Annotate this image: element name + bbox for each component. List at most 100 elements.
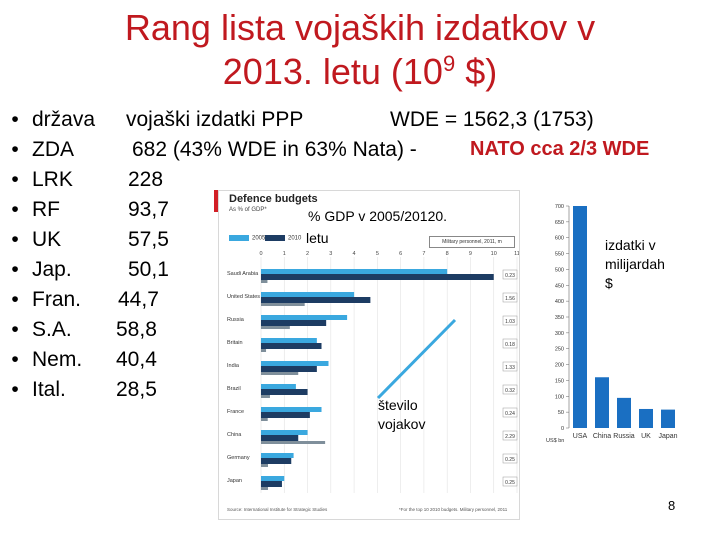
country-label: Japan — [658, 433, 677, 440]
y-tick-label: 0 — [561, 426, 564, 432]
bullet-value: 40,4 — [116, 348, 157, 371]
bullet-dot: • — [11, 198, 19, 221]
y-tick-label: 450 — [555, 283, 564, 289]
country-label: USA — [573, 433, 588, 440]
category-label: India — [227, 363, 240, 369]
bar-2010 — [261, 458, 292, 464]
x-tick-label: 4 — [353, 251, 356, 257]
bullet-label: S.A. — [32, 318, 72, 341]
defence-bars-svg: 0 1 2 3 4 5 6 7 8 9 10 11 Saudi Arabia 0.23 United Sta… — [227, 251, 519, 512]
wde-text: WDE = 1562,3 (1753) — [390, 108, 594, 131]
bullet-value: 228 — [128, 168, 164, 191]
personnel-box — [502, 315, 518, 326]
bullet-value: vojaški izdatki PPP — [126, 108, 304, 131]
spending-bar — [639, 408, 653, 428]
x-tick-label: 6 — [399, 251, 402, 257]
bar-2010 — [261, 343, 322, 349]
bullet-value: 44,7 — [118, 288, 159, 311]
bullet-dot: • — [11, 258, 19, 281]
bar-2010 — [261, 412, 310, 418]
x-tick-label: 3 — [329, 251, 332, 257]
bar-2010 — [261, 389, 308, 395]
bullet-dot: • — [11, 288, 19, 311]
y-tick-label: 50 — [558, 410, 564, 416]
personnel-value: 1.03 — [505, 319, 515, 325]
bar-2005 — [261, 315, 348, 320]
legend-2005: 2005 — [229, 235, 265, 242]
personnel-bar — [261, 418, 268, 421]
category-label: Russia — [227, 317, 245, 323]
y-tick-label: 400 — [555, 299, 564, 305]
country-label: UK — [641, 433, 651, 440]
slide-title-line2: 2013. letu (109 $) — [0, 52, 720, 92]
spending-annotation: izdatki v milijardah $ — [605, 237, 665, 291]
bullet-dot: • — [11, 228, 19, 251]
bar-2005 — [261, 430, 308, 435]
spending-bar — [595, 377, 609, 428]
spending-bar — [573, 206, 587, 428]
y-tick-label: 550 — [555, 252, 564, 258]
bar-2005 — [261, 269, 448, 274]
personnel-box — [502, 430, 518, 441]
y-tick-label: 150 — [555, 378, 564, 384]
x-tick-label: 9 — [469, 251, 472, 257]
bar-2005 — [261, 361, 329, 366]
personnel-value: 2.29 — [505, 434, 515, 440]
bar-2010 — [261, 366, 317, 372]
bar-2010 — [261, 297, 371, 303]
category-label: United States — [227, 294, 260, 300]
personnel-value: 0.25 — [505, 457, 515, 463]
x-tick-label: 2 — [306, 251, 309, 257]
personnel-bar — [261, 349, 267, 352]
title-line2-post: $) — [455, 51, 498, 92]
gdp-annotation-line1: % GDP v 2005/20120. — [308, 208, 448, 224]
bar-2005 — [261, 384, 296, 389]
personnel-bar — [261, 372, 299, 375]
bar-2010 — [261, 320, 327, 326]
legend-2010: 2010 — [265, 235, 301, 242]
country-label: China — [593, 433, 611, 440]
chart-footnote: *For the top 10 2010 budgets. Military p… — [399, 507, 508, 512]
personnel-bar — [261, 441, 326, 444]
bullet-label: RF — [32, 198, 60, 221]
title-line2-pre: 2013. letu (10 — [222, 51, 443, 92]
bar-2005 — [261, 453, 294, 458]
bullet-label: ZDA — [32, 138, 74, 161]
bar-2005 — [261, 338, 317, 343]
personnel-bar — [261, 280, 268, 283]
category-label: Japan — [227, 478, 242, 484]
category-label: Saudi Arabia — [227, 271, 259, 277]
x-tick-label: 10 — [491, 251, 497, 257]
y-tick-label: 250 — [555, 347, 564, 353]
bar-2005 — [261, 292, 355, 297]
bullet-value: 57,5 — [128, 228, 169, 251]
personnel-value: 1.33 — [505, 365, 515, 371]
y-tick-label: 700 — [555, 204, 564, 210]
bullet-label: država — [32, 108, 96, 131]
defence-budgets-chart: Defence budgets As % of GDP* 2005 2010 M… — [218, 190, 520, 520]
bullet-label: Ital. — [32, 378, 66, 401]
personnel-box — [502, 292, 518, 303]
x-tick-label: 1 — [283, 251, 286, 257]
slide-title-line1: Rang lista vojaških izdatkov v — [124, 7, 596, 48]
personnel-box — [502, 361, 518, 372]
page-number: 8 — [668, 498, 676, 513]
bullet-dot: • — [11, 318, 19, 341]
bullet-label: Fran. — [32, 288, 82, 311]
bar-2005 — [261, 476, 285, 481]
category-label: Brazil — [227, 386, 241, 392]
personnel-value: 0.25 — [505, 480, 515, 486]
personnel-box — [502, 407, 518, 418]
bullet-dot: • — [11, 168, 19, 191]
title-exponent: 9 — [442, 51, 456, 76]
category-label: France — [227, 409, 244, 415]
x-tick-label: 5 — [376, 251, 379, 257]
personnel-value: 0.18 — [505, 342, 515, 348]
military-personnel-label: Military personnel, 2011, m — [429, 236, 515, 248]
country-label: Russia — [613, 433, 635, 440]
y-tick-label: 650 — [555, 220, 564, 226]
bullet-label: LRK — [32, 168, 73, 191]
chart-red-marker — [214, 190, 220, 212]
personnel-bar — [261, 326, 290, 329]
